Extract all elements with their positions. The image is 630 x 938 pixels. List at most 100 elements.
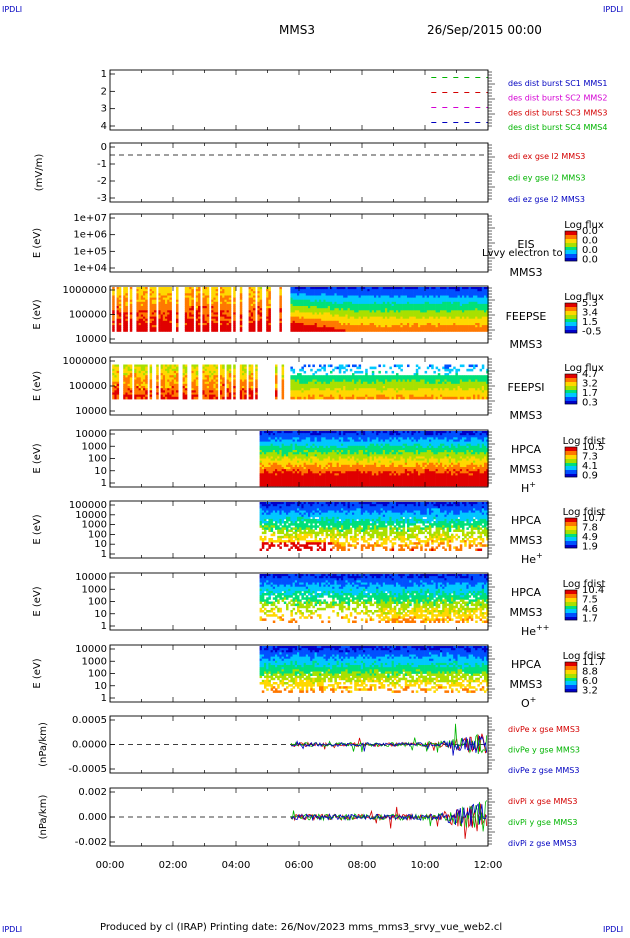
spectrogram-cell bbox=[161, 321, 164, 324]
spectrogram-cell bbox=[169, 329, 172, 332]
spectrogram-cell bbox=[431, 397, 434, 400]
spectrogram-cell bbox=[328, 306, 331, 309]
spectrogram-cell bbox=[196, 321, 199, 324]
spectrogram-cell bbox=[440, 321, 443, 324]
spectrogram-cell bbox=[422, 397, 425, 400]
spectrogram-cell bbox=[374, 306, 377, 309]
spectrogram-cell bbox=[249, 329, 252, 332]
spectrogram-cell bbox=[306, 306, 309, 309]
spectrogram-cell bbox=[139, 397, 142, 400]
spectrogram-cell bbox=[152, 306, 155, 309]
spectrogram-cell bbox=[464, 306, 467, 309]
spectrogram-cell bbox=[352, 321, 355, 324]
spectrogram-cell bbox=[323, 306, 326, 309]
spectrogram-cell bbox=[409, 293, 412, 296]
spectrogram-cell bbox=[191, 306, 194, 309]
spectrogram-cell bbox=[462, 397, 465, 400]
y-axis-label: E (eV) bbox=[32, 228, 43, 258]
legend-entry: edi ex gse l2 MMS3 bbox=[508, 152, 585, 161]
spectrogram-cell bbox=[477, 293, 480, 296]
spectrogram-cell bbox=[319, 306, 322, 309]
spectrogram-cell bbox=[378, 397, 381, 400]
spectrogram-cell bbox=[431, 329, 434, 332]
spectrogram-cell bbox=[196, 329, 199, 332]
spectrogram-cell bbox=[381, 293, 384, 296]
spectrogram-cell bbox=[363, 306, 366, 309]
spectrogram-cell bbox=[224, 306, 227, 309]
spectrogram-cell bbox=[312, 293, 315, 296]
y-tick-label: -2 bbox=[97, 176, 107, 187]
spectrogram-cell bbox=[295, 329, 298, 332]
spectrogram-cell bbox=[376, 293, 379, 296]
spectrogram-cell bbox=[227, 321, 230, 324]
spectrogram-cell bbox=[449, 306, 452, 309]
spectrogram-cell bbox=[290, 306, 293, 309]
spectrogram-cell bbox=[405, 321, 408, 324]
spectrogram-cell bbox=[112, 321, 115, 324]
spectrogram-cell bbox=[343, 371, 346, 374]
spectrogram-cell bbox=[341, 293, 344, 296]
spectrogram-cell bbox=[425, 329, 428, 332]
spectrogram-cell bbox=[114, 397, 117, 400]
spectrogram-cell bbox=[189, 306, 192, 309]
spectrogram-cell bbox=[299, 369, 302, 372]
spectrogram-cell bbox=[440, 329, 443, 332]
spectrogram-cell bbox=[299, 306, 302, 309]
spectrogram-cell bbox=[469, 293, 472, 296]
spectrogram-cell bbox=[361, 321, 364, 324]
spectrogram-cell bbox=[163, 293, 166, 296]
spectrogram-cell bbox=[165, 293, 168, 296]
spectrogram-cell bbox=[268, 321, 271, 324]
spectrogram-cell bbox=[436, 293, 439, 296]
spectrogram-cell bbox=[429, 329, 432, 332]
spectrogram-cell bbox=[207, 293, 210, 296]
spectrogram-cell bbox=[227, 397, 230, 400]
spectrogram-cell bbox=[482, 293, 485, 296]
spectrogram-cell bbox=[354, 306, 357, 309]
spectrogram-cell bbox=[475, 329, 478, 332]
spectrogram-cell bbox=[458, 369, 461, 372]
spectrogram-cell bbox=[372, 293, 375, 296]
spectrogram-cell bbox=[299, 321, 302, 324]
spectrogram-cell bbox=[150, 321, 153, 324]
spectrogram-cell bbox=[240, 397, 243, 400]
spectrogram-cell bbox=[356, 371, 359, 374]
y-tick-label: -3 bbox=[97, 193, 107, 204]
spectrogram-cell bbox=[354, 329, 357, 332]
spectrogram-cell bbox=[334, 321, 337, 324]
spectrogram-cell bbox=[145, 397, 148, 400]
spectrogram-cell bbox=[304, 397, 307, 400]
spectrogram-cell bbox=[460, 306, 463, 309]
spectrogram-cell bbox=[198, 306, 201, 309]
spectrogram-cell bbox=[442, 293, 445, 296]
spectrogram-cell bbox=[128, 397, 131, 400]
spectrogram-cell bbox=[167, 306, 170, 309]
spectrogram-cell bbox=[367, 397, 370, 400]
spectrogram-cell bbox=[299, 397, 302, 400]
spectrogram-cell bbox=[392, 306, 395, 309]
spectrogram-cell bbox=[328, 293, 331, 296]
spectrogram-cell bbox=[304, 306, 307, 309]
spectrogram-cell bbox=[396, 293, 399, 296]
spectrogram-cell bbox=[308, 293, 311, 296]
spectrogram-cell bbox=[299, 329, 302, 332]
colorbar-tick-label: 0.0 bbox=[582, 255, 598, 266]
spectrogram-cell bbox=[229, 293, 232, 296]
spectrogram-cell bbox=[299, 293, 302, 296]
spectrogram-cell bbox=[464, 293, 467, 296]
spectrogram-cell bbox=[260, 306, 263, 309]
spectrogram-cell bbox=[306, 293, 309, 296]
spectrogram-cell bbox=[398, 293, 401, 296]
spectrogram-cell bbox=[169, 306, 172, 309]
spectrogram-cell bbox=[444, 306, 447, 309]
spectrogram-cell bbox=[323, 329, 326, 332]
spectrogram-cell bbox=[233, 329, 236, 332]
spectrogram-cell bbox=[383, 365, 386, 368]
y-tick-label: 1e+04 bbox=[73, 263, 107, 274]
spectrogram-cell bbox=[249, 397, 252, 400]
spectrogram-cell bbox=[343, 306, 346, 309]
spectrogram-cell bbox=[191, 329, 194, 332]
spectrogram-cell bbox=[455, 306, 458, 309]
